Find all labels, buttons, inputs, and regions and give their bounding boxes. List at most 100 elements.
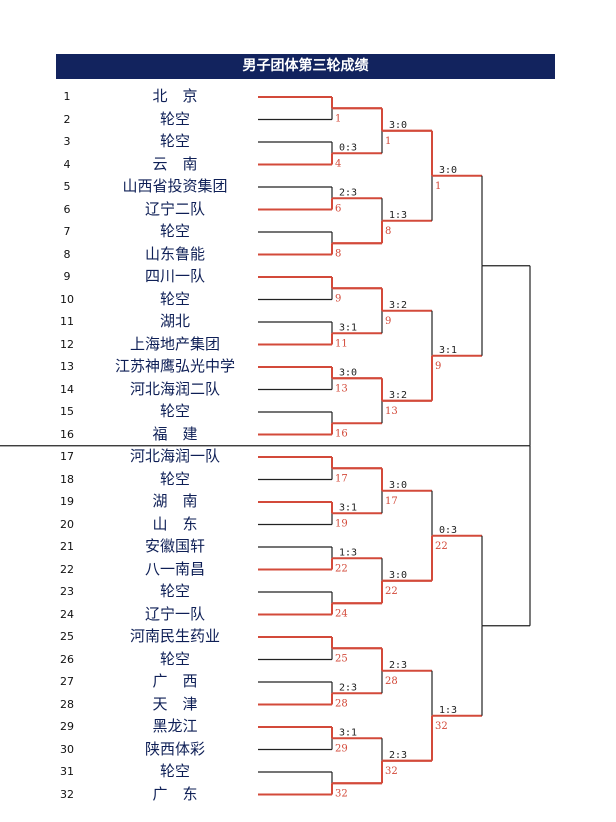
team-name: 云 南: [152, 154, 198, 173]
bracket-title: 男子团体第三轮成绩: [56, 54, 555, 79]
winner-number: 11: [335, 338, 348, 349]
team-name: 轮空: [159, 762, 190, 780]
team-seed: 32: [60, 787, 74, 801]
team-seed: 31: [60, 765, 74, 778]
match-score: 2:3: [389, 750, 407, 761]
team-seed: 7: [63, 225, 71, 238]
match-score: 3:1: [339, 727, 357, 738]
match-score: 3:0: [389, 570, 407, 581]
team-seed: 1: [63, 90, 71, 103]
team-name: 八一南昌: [144, 559, 205, 578]
team-seed: 16: [60, 427, 74, 441]
team-seed: 17: [60, 450, 74, 463]
team-name: 轮空: [159, 109, 190, 128]
team-seed: 30: [60, 742, 74, 756]
team-name: 上海地产集团: [129, 334, 220, 353]
match-score: 0:3: [439, 525, 457, 536]
team-name: 河北海润一队: [129, 447, 220, 465]
winner-number: 22: [435, 541, 448, 552]
match-score: 1:3: [339, 547, 357, 558]
winner-number: 1: [435, 181, 441, 192]
team-seed: 21: [60, 540, 74, 553]
team-name: 湖 南: [152, 492, 198, 510]
team-seed: 26: [60, 652, 74, 666]
winner-number: 8: [335, 248, 341, 259]
winner-number: 13: [385, 406, 398, 417]
match-score: 1:3: [389, 210, 407, 221]
team-name: 福 建: [152, 424, 198, 443]
team-seed: 20: [60, 517, 74, 531]
match-score: 3:0: [389, 120, 407, 131]
team-seed: 3: [63, 135, 71, 148]
winner-number: 6: [335, 203, 341, 214]
winner-number: 16: [335, 428, 348, 439]
winner-number: 19: [335, 518, 348, 529]
match-score: 2:3: [339, 187, 357, 198]
team-name: 轮空: [159, 289, 190, 308]
team-name: 轮空: [159, 402, 190, 420]
match-score: 1:3: [439, 705, 457, 716]
team-name: 轮空: [159, 132, 190, 150]
winner-number: 1: [335, 113, 341, 124]
team-name: 北 京: [152, 87, 198, 105]
winner-number: 17: [385, 496, 398, 507]
winner-number: 4: [335, 158, 341, 169]
winner-number: 28: [385, 676, 398, 687]
winner-number: 13: [335, 383, 348, 394]
match-score: 3:0: [389, 480, 407, 491]
winner-number: 1: [385, 136, 391, 147]
team-seed: 10: [60, 292, 74, 306]
team-name: 轮空: [159, 649, 190, 668]
team-name: 天 津: [152, 694, 198, 713]
team-seed: 6: [63, 202, 71, 216]
team-seed: 27: [60, 675, 74, 688]
team-seed: 28: [60, 697, 74, 711]
match-score: 3:1: [339, 502, 357, 513]
team-name: 陕西体彩: [144, 739, 205, 758]
winner-number: 32: [335, 788, 348, 799]
match-score: 2:3: [389, 660, 407, 671]
winner-number: 9: [385, 316, 391, 327]
team-seed: 23: [60, 585, 74, 598]
team-seed: 29: [60, 720, 74, 733]
match-score: 3:2: [389, 300, 407, 311]
team-name: 山西省投资集团: [122, 177, 228, 195]
winner-number: 28: [335, 698, 348, 709]
team-name: 山 东: [152, 514, 198, 533]
team-seed: 11: [60, 315, 74, 328]
team-seed: 15: [60, 405, 74, 418]
winner-number: 9: [335, 293, 341, 304]
winner-number: 9: [435, 361, 441, 372]
winner-number: 29: [335, 743, 348, 754]
match-score: 0:3: [339, 142, 357, 153]
team-seed: 18: [60, 472, 74, 486]
winner-number: 17: [335, 473, 348, 484]
winner-number: 22: [385, 586, 398, 597]
winner-number: 32: [435, 721, 448, 732]
team-seed: 9: [63, 270, 71, 283]
winner-number: 22: [335, 563, 348, 574]
winner-number: 32: [385, 766, 398, 777]
winner-number: 8: [385, 226, 391, 237]
match-score: 3:1: [339, 322, 357, 333]
team-seed: 4: [63, 157, 71, 171]
team-seed: 22: [60, 562, 74, 576]
team-seed: 2: [63, 112, 71, 126]
team-name: 广 西: [152, 672, 198, 690]
team-name: 江苏神鹰弘光中学: [114, 357, 235, 375]
team-name: 轮空: [159, 469, 190, 488]
match-score: 3:0: [439, 165, 457, 176]
team-seed: 19: [60, 495, 74, 508]
team-name: 安徽国轩: [144, 537, 205, 555]
match-score: 2:3: [339, 682, 357, 693]
team-seed: 24: [60, 607, 74, 621]
match-score: 3:0: [339, 367, 357, 378]
team-seed: 5: [63, 180, 71, 193]
team-name: 辽宁二队: [144, 199, 205, 218]
team-seed: 12: [60, 337, 74, 351]
team-name: 山东鲁能: [144, 244, 205, 263]
team-name: 轮空: [159, 222, 190, 240]
team-name: 辽宁一队: [144, 604, 205, 623]
team-name: 湖北: [159, 312, 190, 330]
team-name: 轮空: [159, 582, 190, 600]
